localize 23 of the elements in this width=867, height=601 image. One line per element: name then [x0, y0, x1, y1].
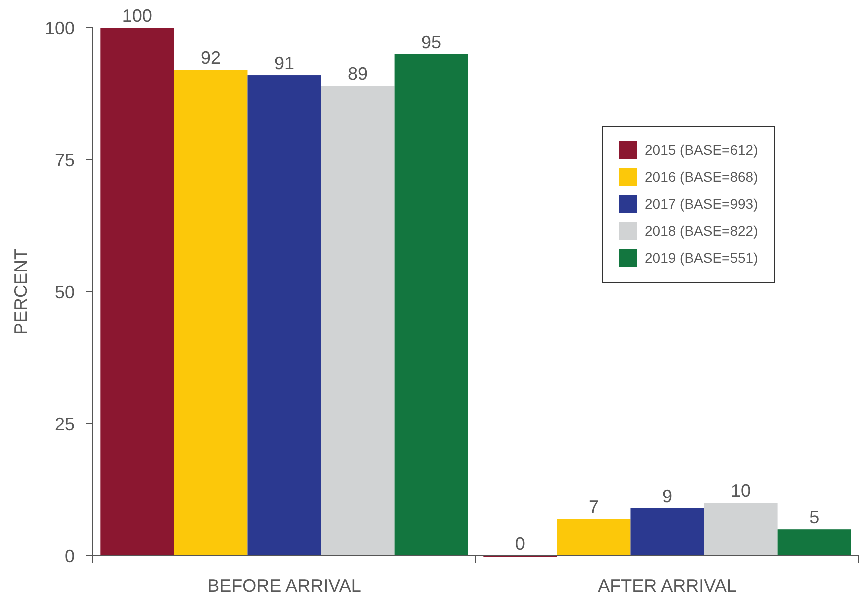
y-tick-label: 50: [54, 282, 75, 302]
data-label: 91: [274, 54, 295, 74]
y-tick-label: 100: [44, 18, 75, 38]
legend-label: 2016 (BASE=868): [645, 168, 758, 185]
data-label: 0: [515, 534, 526, 554]
y-tick-label: 25: [54, 414, 75, 434]
legend-label: 2017 (BASE=993): [645, 196, 758, 212]
y-tick-label: 0: [64, 546, 75, 566]
data-label: 100: [122, 6, 152, 26]
data-label: 92: [200, 48, 221, 68]
data-label: 5: [810, 508, 820, 528]
y-tick-label: 75: [54, 150, 75, 170]
data-label: 89: [348, 64, 368, 84]
x-tick-label: BEFORE ARRIVAL: [208, 576, 362, 596]
y-axis-title: PERCENT: [11, 248, 31, 336]
data-label: 7: [588, 497, 599, 518]
x-tick-label: AFTER ARRIVAL: [598, 576, 737, 596]
legend-label: 2018 (BASE=822): [645, 222, 758, 239]
data-label: 95: [422, 32, 442, 52]
legend-label: 2019 (BASE=551): [645, 250, 758, 266]
data-label: 9: [662, 486, 673, 506]
data-label: 10: [731, 481, 752, 502]
legend-label: 2015 (BASE=612): [645, 142, 758, 158]
